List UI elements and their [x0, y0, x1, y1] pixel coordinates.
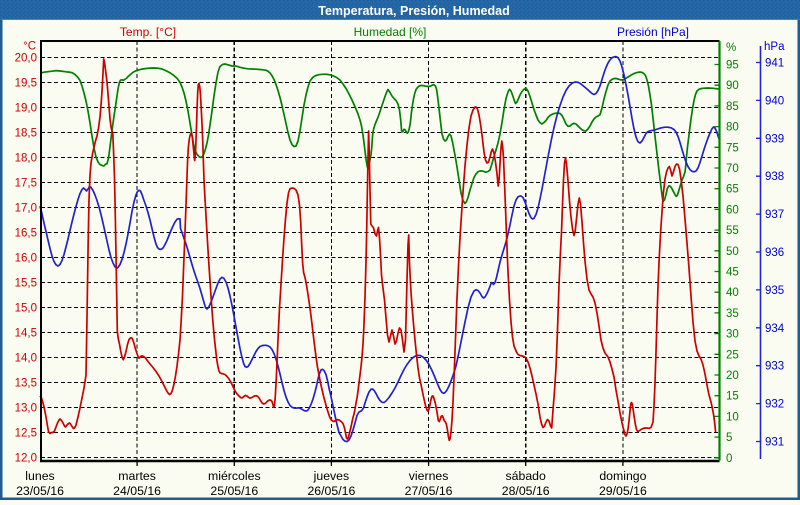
svg-text:13,5: 13,5 [15, 378, 37, 390]
svg-text:lunes: lunes [25, 469, 54, 483]
svg-text:15: 15 [726, 391, 739, 403]
svg-text:95: 95 [726, 60, 739, 72]
svg-text:17,0: 17,0 [15, 203, 37, 215]
svg-text:15,5: 15,5 [15, 278, 37, 290]
svg-text:933: 933 [765, 361, 784, 373]
svg-text:29/05/16: 29/05/16 [599, 484, 647, 498]
svg-text:85: 85 [726, 101, 739, 113]
svg-text:Presión [hPa]: Presión [hPa] [617, 25, 689, 39]
svg-text:23/05/16: 23/05/16 [16, 484, 64, 498]
svg-text:20: 20 [726, 370, 739, 382]
svg-text:18,0: 18,0 [15, 153, 37, 165]
svg-text:12,5: 12,5 [15, 428, 37, 440]
svg-text:60: 60 [726, 204, 739, 216]
svg-text:934: 934 [765, 323, 785, 335]
svg-text:sábado: sábado [506, 469, 547, 483]
svg-text:5: 5 [726, 432, 732, 444]
svg-text:26/05/16: 26/05/16 [307, 484, 355, 498]
svg-text:miércoles: miércoles [208, 469, 261, 483]
svg-text:80: 80 [726, 122, 739, 134]
svg-text:935: 935 [765, 285, 784, 297]
svg-text:20,0: 20,0 [15, 53, 37, 65]
svg-text:25/05/16: 25/05/16 [210, 484, 258, 498]
svg-text:domingo: domingo [599, 469, 646, 483]
svg-text:937: 937 [765, 209, 784, 221]
svg-text:941: 941 [765, 58, 784, 70]
svg-text:jueves: jueves [313, 469, 350, 483]
svg-text:18,5: 18,5 [15, 128, 37, 140]
svg-text:19,0: 19,0 [15, 103, 37, 115]
svg-text:viernes: viernes [409, 469, 449, 483]
svg-text:28/05/16: 28/05/16 [502, 484, 550, 498]
svg-text:70: 70 [726, 163, 739, 175]
svg-text:16,0: 16,0 [15, 253, 37, 265]
svg-text:14,0: 14,0 [15, 353, 37, 365]
svg-text:10: 10 [726, 411, 739, 423]
svg-text:24/05/16: 24/05/16 [113, 484, 161, 498]
svg-text:30: 30 [726, 329, 739, 341]
svg-text:16,5: 16,5 [15, 228, 37, 240]
svg-text:45: 45 [726, 267, 739, 279]
svg-text:19,5: 19,5 [15, 78, 37, 90]
svg-text:938: 938 [765, 171, 784, 183]
svg-text:27/05/16: 27/05/16 [405, 484, 453, 498]
svg-text:40: 40 [726, 287, 739, 299]
svg-text:12,0: 12,0 [15, 453, 37, 465]
svg-text:15,0: 15,0 [15, 303, 37, 315]
svg-text:940: 940 [765, 95, 784, 107]
svg-text:932: 932 [765, 399, 784, 411]
svg-text:75: 75 [726, 142, 739, 154]
svg-text:90: 90 [726, 80, 739, 92]
svg-text:55: 55 [726, 225, 739, 237]
svg-text:Humedad [%]: Humedad [%] [354, 25, 427, 39]
svg-text:martes: martes [118, 469, 156, 483]
svg-text:°C: °C [23, 41, 36, 53]
svg-text:Temperatura, Presión, Humedad: Temperatura, Presión, Humedad [318, 4, 510, 18]
svg-text:65: 65 [726, 184, 739, 196]
svg-text:Temp. [°C]: Temp. [°C] [120, 25, 176, 39]
svg-text:939: 939 [765, 133, 784, 145]
svg-text:17,5: 17,5 [15, 178, 37, 190]
svg-text:35: 35 [726, 308, 739, 320]
svg-text:%: % [726, 42, 736, 54]
svg-text:13,0: 13,0 [15, 403, 37, 415]
svg-text:936: 936 [765, 247, 784, 259]
svg-text:931: 931 [765, 437, 784, 449]
svg-text:50: 50 [726, 246, 739, 258]
svg-text:hPa: hPa [764, 41, 785, 53]
svg-text:0: 0 [726, 453, 732, 465]
svg-text:25: 25 [726, 349, 739, 361]
svg-text:14,5: 14,5 [15, 328, 37, 340]
